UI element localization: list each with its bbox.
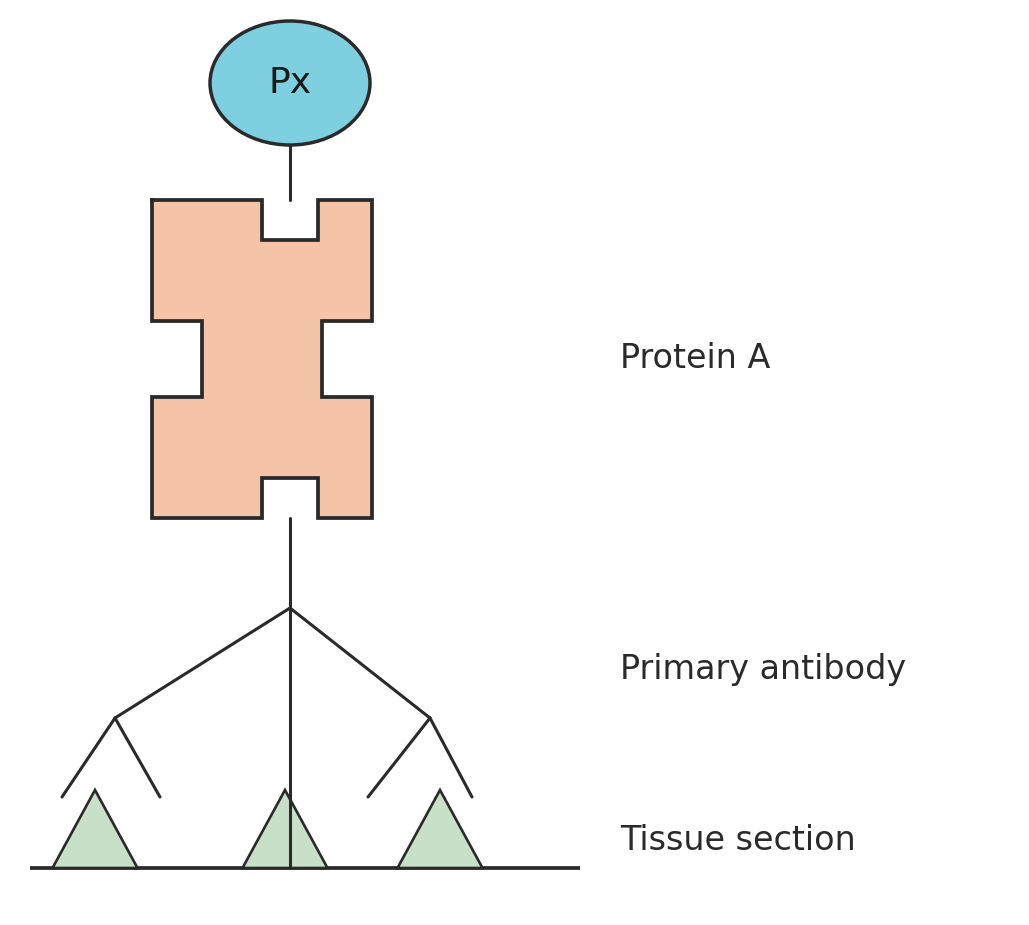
Polygon shape: [243, 790, 327, 868]
Polygon shape: [52, 790, 138, 868]
Polygon shape: [152, 200, 372, 518]
Text: Primary antibody: Primary antibody: [620, 653, 907, 686]
Polygon shape: [397, 790, 483, 868]
Text: Px: Px: [269, 66, 312, 100]
Text: Protein A: Protein A: [620, 342, 771, 376]
Ellipse shape: [210, 21, 370, 145]
Text: Tissue section: Tissue section: [620, 823, 856, 857]
